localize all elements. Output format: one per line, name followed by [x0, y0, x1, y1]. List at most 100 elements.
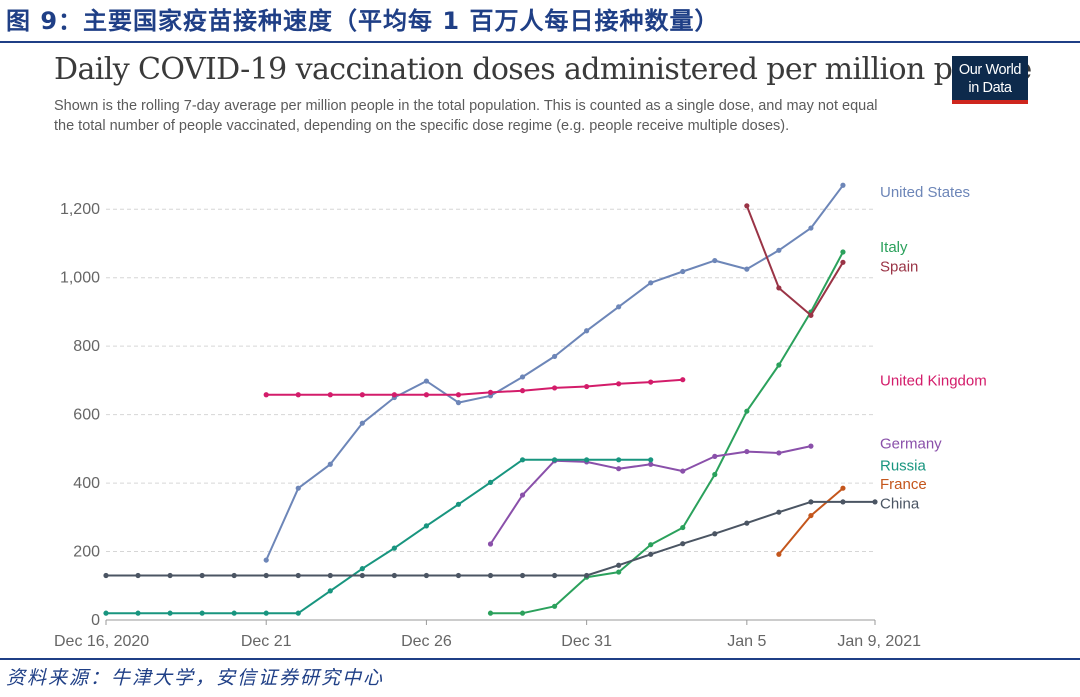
- data-point-germany: [648, 461, 654, 467]
- x-tick-label: Jan 5: [727, 633, 766, 650]
- data-point-united-kingdom: [584, 383, 590, 390]
- series-label-spain: Spain: [880, 259, 918, 276]
- series-line-spain: [745, 205, 844, 317]
- data-point-spain: [744, 203, 750, 209]
- data-point-united-kingdom: [616, 381, 622, 387]
- x-tick-label: Dec 26: [401, 633, 452, 650]
- axes: 0 200 400 600 800 1,000 1,200 Dec 16, 2020 Dec 2…: [54, 201, 921, 650]
- data-point-russia: [487, 479, 494, 485]
- data-point-russia: [616, 457, 622, 463]
- data-point-russia: [231, 610, 237, 616]
- data-point-italy: [776, 362, 782, 368]
- data-point-united-states: [744, 266, 750, 272]
- data-point-united-states: [519, 374, 526, 380]
- data-point-china: [840, 499, 846, 505]
- data-point-china: [616, 562, 622, 568]
- data-point-united-states: [808, 225, 814, 231]
- series-label-italy: Italy: [880, 239, 908, 256]
- data-point-russia: [648, 457, 654, 463]
- y-tick-label: 800: [73, 338, 100, 355]
- data-point-italy: [680, 524, 686, 531]
- data-point-china: [487, 572, 494, 579]
- data-point-united-states: [295, 485, 301, 491]
- data-point-china: [423, 572, 430, 579]
- y-tick-label: 0: [91, 612, 100, 629]
- data-point-russia: [359, 566, 365, 572]
- data-point-china: [327, 572, 333, 579]
- data-point-china: [455, 572, 462, 579]
- caption-divider: [0, 41, 1080, 43]
- data-point-china: [519, 572, 526, 579]
- data-point-germany: [776, 450, 782, 456]
- data-point-russia: [455, 501, 462, 507]
- data-point-united-kingdom: [327, 392, 333, 398]
- data-point-china: [712, 531, 718, 537]
- data-point-italy: [648, 542, 654, 548]
- grid-lines: [106, 208, 875, 553]
- series-label-france: France: [880, 476, 927, 493]
- data-point-germany: [744, 448, 750, 455]
- series-line-russia: [106, 458, 651, 615]
- our-world-in-data-logo[interactable]: Our World in Data: [952, 56, 1028, 104]
- data-point-united-states: [423, 378, 430, 384]
- series-labels: United States Italy Spain United Kingdom Ger…: [880, 184, 987, 512]
- line-chart: 0 200 400 600 800 1,000 1,200 Dec 16, 2020 Dec 2…: [54, 182, 987, 650]
- source-note: 资料来源：牛津大学，安信证券研究中心: [6, 667, 385, 689]
- data-point-china: [199, 572, 205, 579]
- series-label-russia: Russia: [880, 457, 927, 474]
- data-point-china: [648, 551, 654, 557]
- data-point-germany: [712, 453, 718, 459]
- data-point-france: [840, 485, 846, 491]
- data-point-china: [295, 572, 301, 579]
- series-label-china: China: [880, 496, 920, 513]
- data-point-united-kingdom: [359, 392, 365, 398]
- data-point-united-kingdom: [551, 385, 558, 391]
- x-tick-label: Dec 21: [241, 633, 292, 650]
- data-point-united-kingdom: [423, 392, 430, 398]
- data-point-united-kingdom: [455, 392, 462, 398]
- data-point-germany: [519, 492, 526, 498]
- data-point-united-kingdom: [263, 392, 269, 398]
- x-tick-label: Dec 16, 2020: [54, 633, 149, 650]
- data-point-france: [808, 512, 814, 519]
- data-point-united-kingdom: [519, 388, 526, 394]
- data-point-germany: [680, 468, 686, 474]
- data-point-russia: [295, 610, 301, 616]
- chart-subtitle: Shown is the rolling 7-day average per m…: [54, 98, 878, 134]
- data-point-italy: [840, 249, 846, 255]
- data-point-russia: [327, 588, 333, 594]
- series-label-germany: Germany: [880, 436, 942, 453]
- data-point-russia: [584, 457, 590, 463]
- data-point-russia: [167, 610, 173, 616]
- data-point-china: [359, 572, 365, 579]
- data-point-united-states: [584, 328, 590, 334]
- data-point-italy: [744, 408, 750, 414]
- x-tick-label: Dec 31: [561, 633, 612, 650]
- data-point-italy: [712, 471, 718, 478]
- data-point-russia: [423, 523, 430, 529]
- x-tick-label: Jan 9, 2021: [837, 633, 921, 650]
- data-point-china: [135, 572, 141, 579]
- data-point-united-states: [551, 353, 558, 360]
- data-point-italy: [616, 569, 622, 575]
- data-point-italy: [551, 603, 558, 609]
- data-point-china: [103, 572, 109, 579]
- data-point-united-states: [327, 461, 333, 467]
- data-point-france: [776, 551, 782, 557]
- series-line-united-states: [265, 184, 844, 561]
- data-point-united-kingdom: [391, 392, 397, 398]
- data-point-united-kingdom: [680, 377, 686, 383]
- series-lines: [103, 182, 878, 616]
- series-label-united-kingdom: United Kingdom: [880, 372, 987, 389]
- data-point-china: [231, 572, 237, 579]
- data-point-italy: [519, 610, 526, 616]
- y-tick-label: 400: [73, 475, 100, 492]
- series-line-france: [778, 487, 844, 555]
- data-point-italy: [487, 610, 494, 616]
- y-tick-label: 1,000: [60, 270, 100, 287]
- y-tick-label: 600: [73, 407, 100, 424]
- data-point-united-states: [263, 557, 269, 563]
- data-point-china: [551, 572, 558, 579]
- logo-line-1: Our World: [958, 62, 1022, 78]
- data-point-russia: [551, 457, 558, 463]
